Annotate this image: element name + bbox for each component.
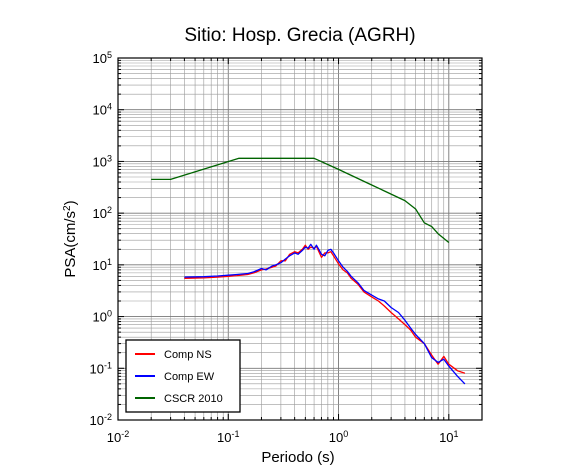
- y-axis-label-close: ): [62, 200, 79, 205]
- y-tick-label: 102: [93, 205, 112, 221]
- y-axis-label-sup: 2: [62, 205, 73, 211]
- y-tick-labels: 10-2 10-1 100 101 102 103 104 105: [90, 50, 112, 428]
- series-line-comp-ew: [184, 243, 466, 385]
- y-axis-label: PSA(cm/s2): [62, 200, 80, 277]
- legend-label: Comp EW: [164, 371, 215, 383]
- x-tick-labels: 10-2 10-1 100 101: [107, 429, 459, 445]
- series-line-comp-ns: [184, 244, 466, 374]
- y-tick-label: 10-2: [90, 412, 112, 428]
- x-tick-label: 100: [329, 429, 348, 445]
- y-axis-label-base: PSA(cm/s: [62, 211, 79, 278]
- legend: Comp NS Comp EW CSCR 2010: [125, 339, 241, 413]
- x-tick-label: 10-1: [217, 429, 239, 445]
- x-tick-label: 10-2: [107, 429, 129, 445]
- x-tick-label: 101: [439, 429, 458, 445]
- y-tick-label: 10-1: [90, 360, 112, 376]
- y-tick-label: 101: [93, 257, 112, 273]
- y-tick-label: 103: [93, 153, 112, 169]
- y-tick-label: 100: [93, 309, 112, 325]
- grid: [117, 57, 483, 421]
- series-line-cscr-2010: [151, 157, 450, 244]
- axis-ticks: [117, 57, 483, 421]
- y-tick-label: 105: [93, 50, 112, 66]
- legend-label: Comp NS: [164, 349, 212, 361]
- x-axis-label: Periodo (s): [261, 449, 334, 466]
- plot-lines: [151, 157, 466, 385]
- legend-label: CSCR 2010: [164, 393, 223, 405]
- plot-frame: [117, 57, 483, 421]
- chart-title: Sitio: Hosp. Grecia (AGRH): [184, 25, 415, 46]
- y-tick-label: 104: [93, 102, 112, 118]
